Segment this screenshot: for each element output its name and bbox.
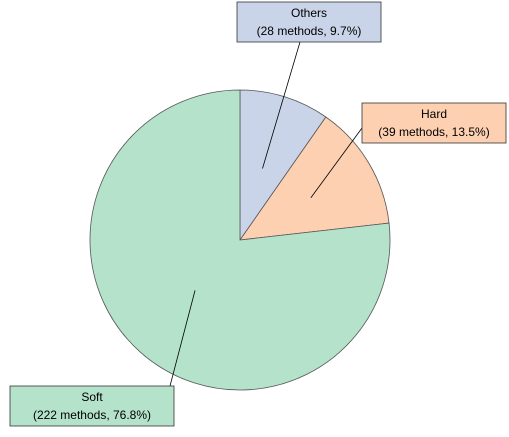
slice-name: Others — [291, 6, 327, 20]
label-box — [9, 385, 175, 427]
pie-slice — [89, 89, 391, 391]
label-box — [361, 102, 507, 144]
pie-slice — [239, 116, 390, 241]
slice-name: Soft — [81, 390, 103, 404]
leader-line — [310, 127, 363, 199]
slice-label: (39 methods, 13.5%) — [378, 125, 489, 139]
leader-line — [169, 290, 196, 387]
slice-label: (28 methods, 9.7%) — [257, 24, 362, 38]
leader-line — [262, 41, 301, 169]
pie-slice — [239, 89, 327, 242]
label-box — [236, 1, 382, 43]
slice-label: (222 methods, 76.8%) — [33, 408, 151, 422]
slice-name: Hard — [421, 107, 447, 121]
